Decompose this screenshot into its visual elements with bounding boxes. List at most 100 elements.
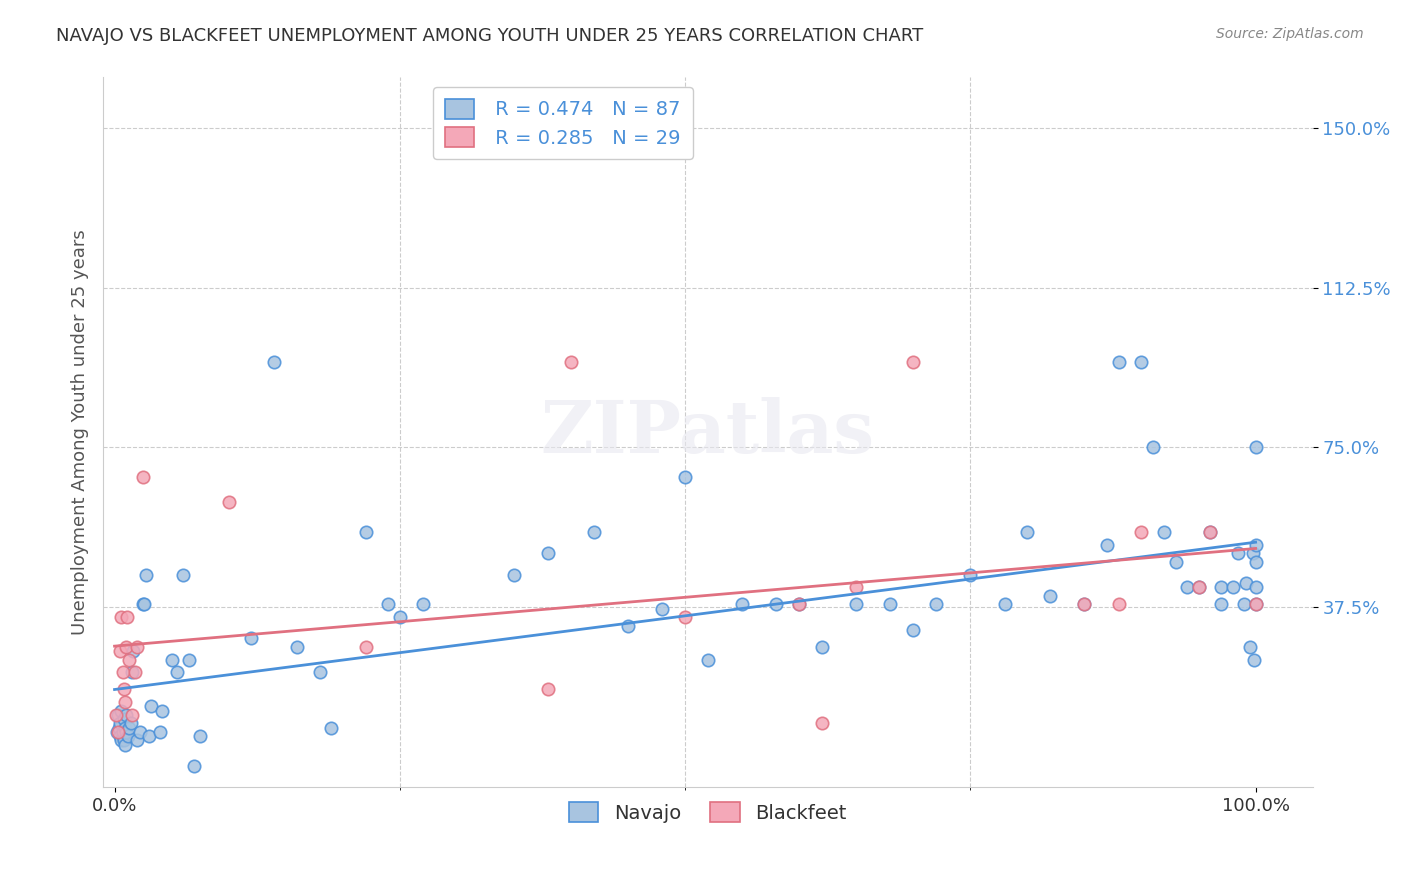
Point [787, 598, 810, 612]
Point [110, 610, 132, 624]
Point [731, 598, 754, 612]
Point [112, 682, 135, 697]
Point [959, 567, 981, 582]
Point [1039, 589, 1062, 603]
Point [1227, 546, 1250, 560]
Point [218, 495, 240, 509]
Point [1244, 440, 1267, 454]
Point [114, 695, 136, 709]
Point [1244, 598, 1267, 612]
Point [110, 644, 132, 658]
Point [110, 704, 132, 718]
Point [412, 598, 434, 612]
Point [651, 601, 673, 615]
Point [111, 665, 134, 680]
Text: NAVAJO VS BLACKFEET UNEMPLOYMENT AMONG YOUTH UNDER 25 YEARS CORRELATION CHART: NAVAJO VS BLACKFEET UNEMPLOYMENT AMONG Y… [56, 27, 924, 45]
Point [1017, 525, 1039, 540]
Point [111, 725, 134, 739]
Point [1097, 538, 1119, 552]
Point [879, 598, 901, 612]
Point [1175, 581, 1198, 595]
Point [107, 707, 129, 722]
Point [845, 581, 868, 595]
Point [673, 470, 696, 484]
Point [765, 598, 787, 612]
Point [673, 610, 696, 624]
Point [127, 640, 149, 654]
Point [1199, 525, 1222, 540]
Point [925, 598, 948, 612]
Point [139, 699, 162, 714]
Point [388, 610, 411, 624]
Point [1130, 355, 1153, 369]
Point [811, 716, 834, 731]
Point [108, 721, 131, 735]
Point [1073, 598, 1095, 612]
Point [121, 644, 143, 658]
Point [110, 729, 132, 743]
Point [1239, 640, 1261, 654]
Point [111, 729, 134, 743]
Point [115, 725, 138, 739]
Point [1164, 555, 1187, 569]
Point [309, 665, 332, 680]
Point [115, 610, 138, 624]
Point [560, 355, 582, 369]
Point [1187, 581, 1209, 595]
Point [183, 759, 205, 773]
Point [110, 716, 132, 731]
Point [104, 707, 127, 722]
Point [188, 729, 211, 743]
Point [107, 725, 129, 739]
Point [114, 721, 136, 735]
Point [105, 725, 128, 739]
Point [118, 653, 141, 667]
Point [1241, 546, 1264, 560]
Point [537, 546, 560, 560]
Point [152, 704, 174, 718]
Point [1233, 598, 1256, 612]
Point [1130, 525, 1153, 540]
Point [377, 598, 399, 612]
Text: Source: ZipAtlas.com: Source: ZipAtlas.com [1216, 27, 1364, 41]
Point [263, 355, 285, 369]
Point [121, 707, 143, 722]
Point [1142, 440, 1164, 454]
Point [121, 665, 143, 680]
Point [811, 640, 834, 654]
Point [537, 682, 560, 697]
Point [1108, 598, 1130, 612]
Point [134, 598, 156, 612]
Point [117, 729, 139, 743]
Point [354, 525, 377, 540]
Point [132, 598, 155, 612]
Point [132, 470, 155, 484]
Point [845, 598, 868, 612]
Point [135, 567, 157, 582]
Point [115, 707, 138, 722]
Point [617, 618, 640, 632]
Point [160, 653, 183, 667]
Point [166, 665, 188, 680]
Point [1153, 525, 1175, 540]
Point [787, 598, 810, 612]
Point [240, 632, 263, 646]
Point [120, 716, 142, 731]
Point [321, 721, 343, 735]
Point [582, 525, 605, 540]
Point [1222, 581, 1244, 595]
Point [1236, 576, 1258, 591]
Point [903, 623, 925, 637]
Point [128, 725, 150, 739]
Point [1244, 538, 1267, 552]
Point [115, 640, 138, 654]
Point [127, 733, 149, 747]
Text: ZIPatlas: ZIPatlas [541, 397, 875, 467]
Point [1211, 581, 1233, 595]
Point [118, 721, 141, 735]
Point [110, 733, 132, 747]
Point [149, 725, 172, 739]
Point [124, 665, 146, 680]
Point [503, 567, 526, 582]
Point [1244, 598, 1267, 612]
